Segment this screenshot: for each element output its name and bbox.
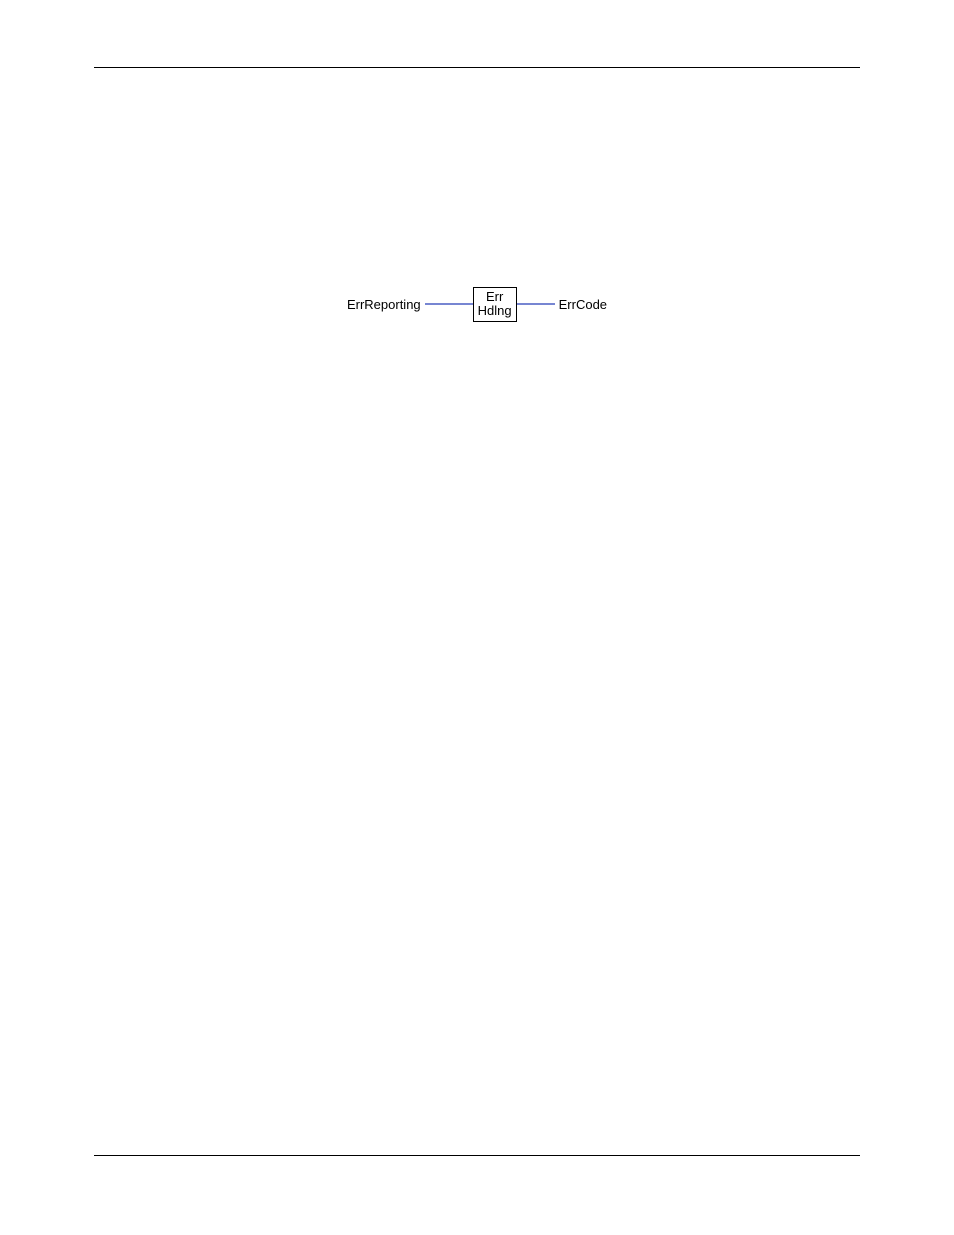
- input-label: ErrReporting: [347, 297, 421, 312]
- diagram-container: ErrReporting Err Hdlng ErrCode: [0, 287, 954, 322]
- top-divider: [94, 67, 860, 68]
- input-line: [425, 302, 473, 306]
- bottom-divider: [94, 1155, 860, 1156]
- output-line: [517, 302, 555, 306]
- block-box: Err Hdlng: [473, 287, 517, 322]
- output-label: ErrCode: [559, 297, 607, 312]
- box-text-line1: Err: [478, 290, 512, 304]
- box-text-line2: Hdlng: [478, 304, 512, 318]
- block-diagram: ErrReporting Err Hdlng ErrCode: [347, 287, 607, 322]
